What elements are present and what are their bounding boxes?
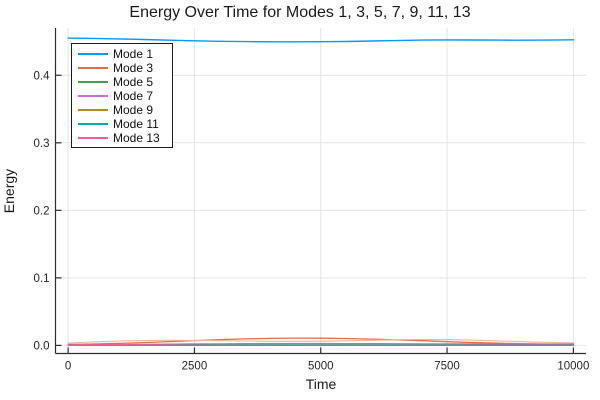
legend-label: Mode 1 [113,47,154,61]
legend-label: Mode 5 [113,75,154,89]
series-line-mode-13 [67,342,575,346]
legend-item-mode-1: Mode 1 [72,47,172,61]
legend-line-sample [78,53,108,55]
series-line-mode-3 [67,337,575,346]
legend-line-sample [78,109,108,111]
legend-item-mode-3: Mode 3 [72,61,172,75]
x-axis-label: Time [305,376,337,392]
y-tick-label: 0.1 [34,273,50,285]
legend-label: Mode 13 [113,131,160,145]
legend-line-sample [78,137,108,139]
legend-item-mode-11: Mode 11 [72,117,172,131]
x-tick-label: 10000 [557,361,589,373]
legend-line-sample [78,123,108,125]
legend-label: Mode 11 [113,117,159,131]
chart-title: Energy Over Time for Modes 1, 3, 5, 7, 9… [129,4,471,21]
legend-label: Mode 9 [113,103,154,117]
x-tick-label: 0 [65,361,71,373]
legend-line-sample [78,67,108,69]
y-tick-label: 0.4 [34,70,51,82]
legend-label: Mode 3 [113,61,154,75]
x-tick-label: 5000 [308,361,334,373]
y-tick-label: 0.0 [34,340,50,352]
series-line-mode-1 [67,37,575,43]
legend-item-mode-5: Mode 5 [72,75,172,89]
x-tick-label: 7500 [434,361,460,373]
legend-item-mode-13: Mode 13 [72,131,172,145]
legend-line-sample [78,95,108,97]
legend-item-mode-7: Mode 7 [72,89,172,103]
legend-line-sample [78,81,108,83]
x-tick-label: 2500 [182,361,208,373]
legend-label: Mode 7 [113,89,154,103]
y-tick-label: 0.3 [34,138,50,150]
y-tick-label: 0.2 [34,205,50,217]
legend-box: Mode 1 Mode 3 Mode 5 Mode 7 Mode 9 Mode 11 Mod… [71,43,173,148]
series-envelope-line [67,338,574,344]
legend-item-mode-9: Mode 9 [72,103,172,117]
